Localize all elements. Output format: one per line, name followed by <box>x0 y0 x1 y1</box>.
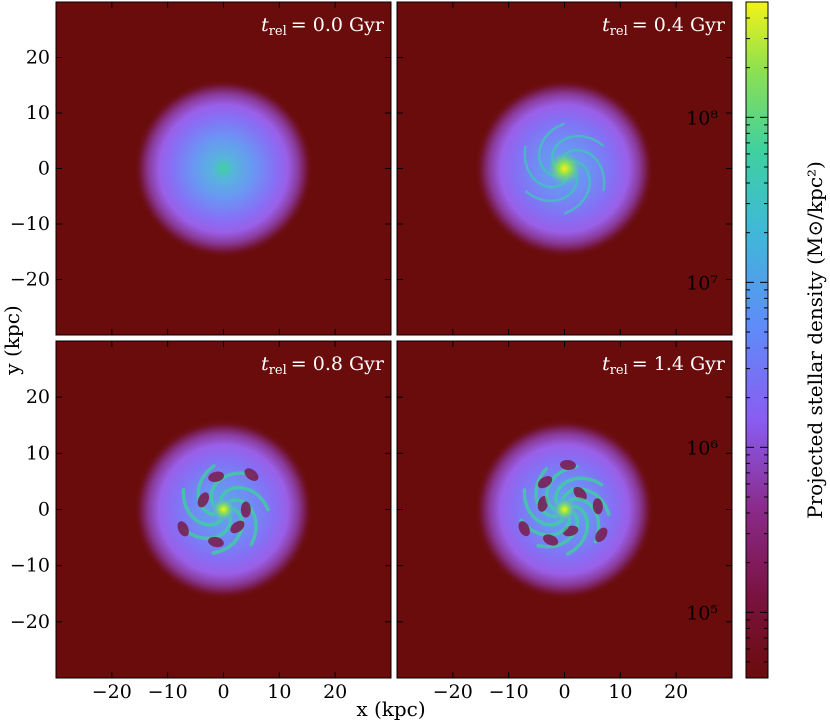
panel-time-value: = 1.4 Gyr <box>632 353 726 375</box>
y-tick-label: 10 <box>26 102 50 124</box>
clump-filament <box>181 488 223 527</box>
clump-filament <box>545 464 579 511</box>
colorbar-label: Projected stellar density (M⊙/kpc²) <box>803 161 827 519</box>
y-tick-label: −10 <box>10 213 50 235</box>
x-tick-label: −20 <box>92 681 132 703</box>
panel-time-label: trel = 0.0 Gyr <box>261 14 385 39</box>
panel-4: trel = 1.4 Gyr <box>396 340 733 679</box>
density-hole <box>244 468 259 481</box>
y-axis-label: y (kpc) <box>0 305 24 375</box>
x-tick-label: 0 <box>217 681 229 703</box>
panel-time-value: = 0.4 Gyr <box>632 14 726 36</box>
clump-filament <box>211 507 244 555</box>
panel-1: trel = 0.0 Gyr <box>55 1 392 336</box>
bulge <box>212 498 235 521</box>
density-hole <box>537 475 553 489</box>
panel-time-label: trel = 1.4 Gyr <box>602 353 726 378</box>
density-hole <box>208 471 224 482</box>
clumps <box>518 459 611 556</box>
y-tick-label: −20 <box>10 611 50 633</box>
density-hole <box>197 492 210 508</box>
panel-time-symbol: t <box>261 353 269 375</box>
clump-filament <box>519 517 572 537</box>
colorbar-tick-label: 10⁷ <box>686 272 718 294</box>
colorbar-ticks: 10⁵ 10⁶ 10⁷ 10⁸ <box>686 1 768 663</box>
density-hole <box>518 521 530 537</box>
x-tick-label: 0 <box>558 681 570 703</box>
x-axis-label: x (kpc) <box>356 697 425 721</box>
density-hole <box>537 496 549 512</box>
x-tick-label: 20 <box>664 681 688 703</box>
density-hole <box>595 527 608 542</box>
clump-filament <box>196 464 216 517</box>
clump-filament <box>554 476 604 504</box>
panel-time-value: = 0.0 Gyr <box>291 14 385 36</box>
density-hole <box>177 521 189 537</box>
clump-filament <box>561 487 611 516</box>
clump-filament <box>209 471 254 507</box>
y-tick-label: −20 <box>10 269 50 291</box>
y-tick-label: 0 <box>38 158 50 180</box>
panel-time-subscript: rel <box>269 24 287 39</box>
colorbar-tick-label: 10⁵ <box>686 602 718 624</box>
colorbar: 10⁵ 10⁶ 10⁷ 10⁸ Projected stellar density (… <box>686 1 827 679</box>
panel-time-symbol: t <box>261 14 269 36</box>
y-tick-label: −10 <box>10 555 50 577</box>
panel-time-label: trel = 0.8 Gyr <box>261 353 385 378</box>
density-hole <box>240 501 251 518</box>
x-tick-label: −20 <box>433 681 473 703</box>
panel-time-symbol: t <box>602 353 610 375</box>
panel-time-subscript: rel <box>269 363 287 378</box>
x-tick-label: 20 <box>323 681 347 703</box>
y-tick-label: 20 <box>26 47 50 69</box>
stellar-disk <box>134 79 313 258</box>
y-tick-label: 10 <box>26 442 50 464</box>
density-hole <box>230 520 245 534</box>
density-hole <box>559 459 576 471</box>
clump-filament <box>522 488 564 527</box>
clump-filament <box>181 516 233 541</box>
x-tick-label: −10 <box>489 681 529 703</box>
y-tick-label: 20 <box>26 386 50 408</box>
colorbar-gradient <box>745 1 769 679</box>
x-tick-label: −10 <box>148 681 188 703</box>
panel-time-value: = 0.8 Gyr <box>291 353 385 375</box>
density-hole <box>592 498 603 515</box>
clump-filament <box>536 512 580 549</box>
bulge <box>547 151 582 186</box>
colorbar-tick-label: 10⁶ <box>686 437 718 459</box>
clump-filament <box>534 466 558 518</box>
clump-filament <box>565 504 590 556</box>
panel-3: trel = 0.8 Gyr <box>55 340 392 679</box>
colorbar-tick-label: 10⁸ <box>686 107 718 129</box>
clumps <box>177 464 270 555</box>
panel-time-symbol: t <box>602 14 610 36</box>
clump-filament <box>219 485 270 512</box>
y-tick-label: 0 <box>38 499 50 521</box>
panel-time-label: trel = 0.4 Gyr <box>602 14 726 39</box>
x-tick-label: 10 <box>267 681 291 703</box>
panel-time-subscript: rel <box>610 363 628 378</box>
clump-filament <box>228 498 258 547</box>
density-hole <box>573 486 587 501</box>
panel-time-subscript: rel <box>610 24 628 39</box>
bulge <box>553 498 576 521</box>
panel-2: trel = 0.4 Gyr <box>396 1 733 336</box>
density-hole <box>543 534 559 546</box>
axes-group: 20 10 0 −10 −20 20 10 0 −10 −20 −20 −10 0 10 20 −20 −10 0… <box>10 47 688 704</box>
x-tick-label: 10 <box>608 681 632 703</box>
clump-filament <box>568 497 601 544</box>
density-hole <box>208 536 224 548</box>
